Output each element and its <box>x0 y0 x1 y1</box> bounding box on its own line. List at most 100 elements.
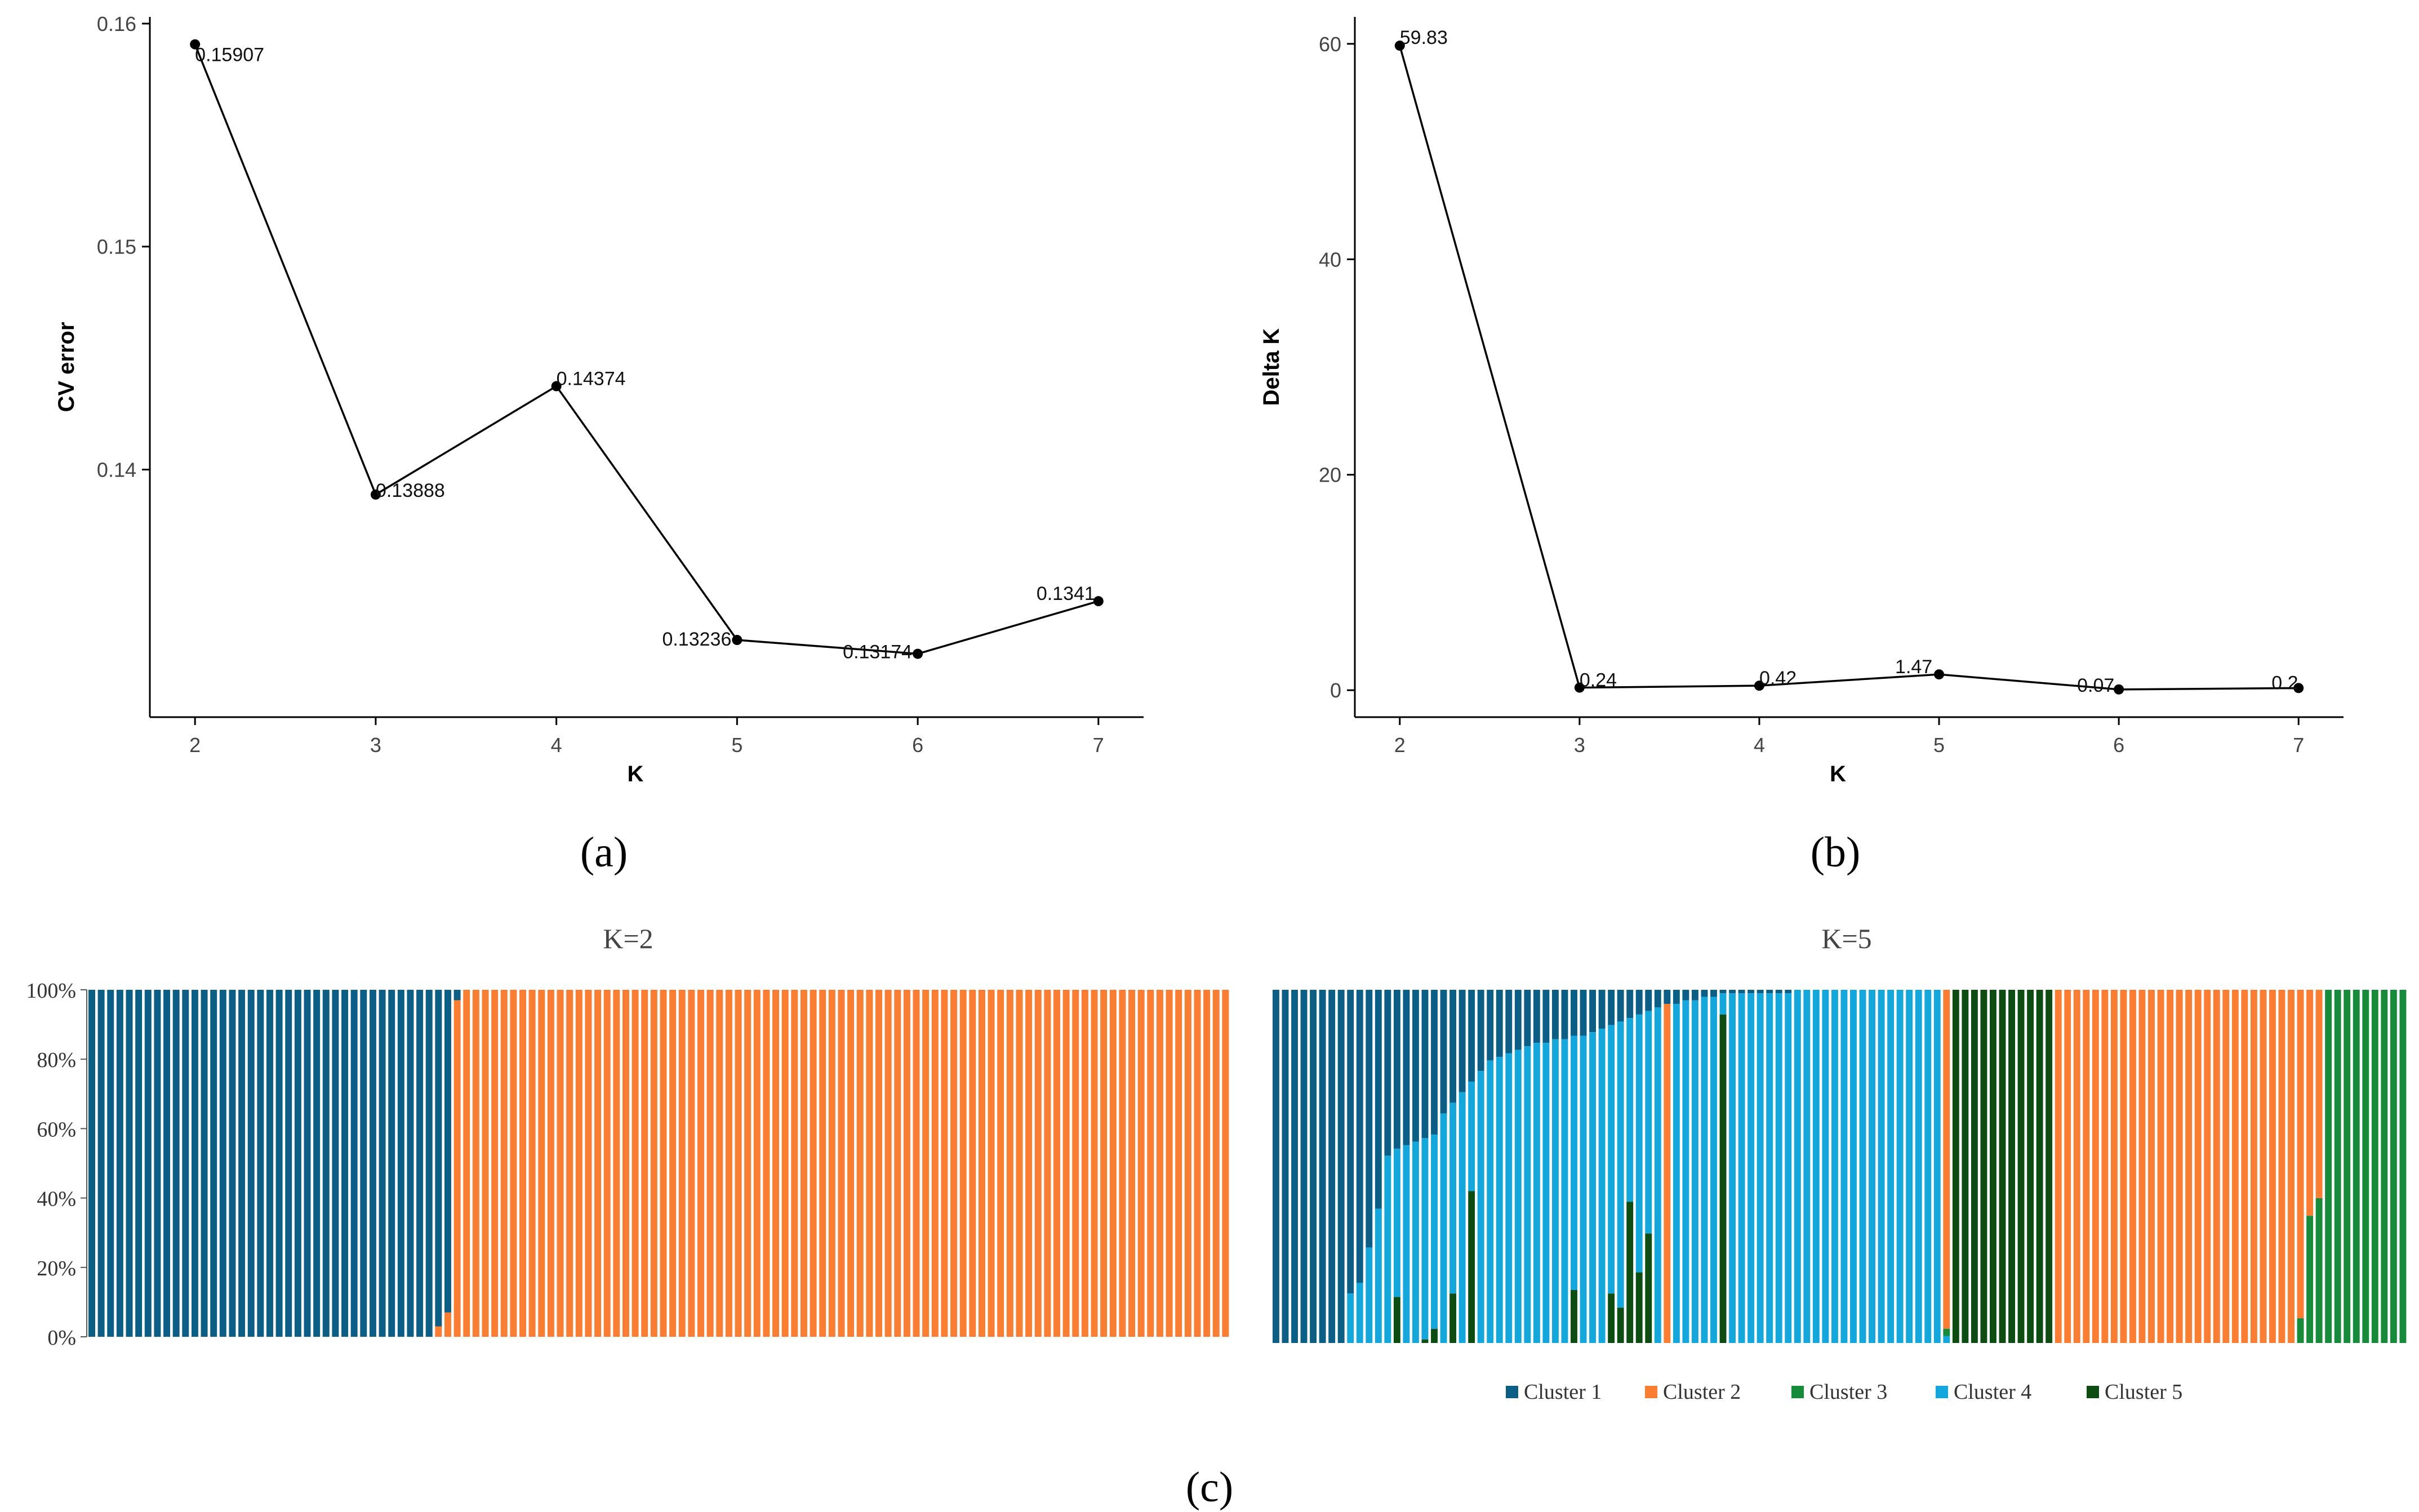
admixture-bar-segment-cluster-4 <box>1924 990 1932 1343</box>
admixture-bar-segment-cluster-2 <box>538 990 545 1337</box>
admixture-bar-segment-cluster-2 <box>2176 990 2183 1343</box>
legend-swatch-cluster-1 <box>1506 1386 1518 1398</box>
legend-label: Cluster 2 <box>1663 1380 1741 1404</box>
admixture-bar-segment-cluster-2 <box>1006 990 1013 1337</box>
admixture-bar-segment-cluster-2 <box>810 990 817 1337</box>
admixture-bar-segment-cluster-1 <box>1645 990 1652 1011</box>
admixture-bar-segment-cluster-2 <box>2092 990 2099 1343</box>
admixture-bar-segment-cluster-4 <box>1775 993 1782 1343</box>
admixture-bar-segment-cluster-1 <box>416 990 424 1337</box>
admixture-bar-segment-cluster-4 <box>1840 990 1848 1343</box>
admixture-bar-segment-cluster-2 <box>875 990 882 1337</box>
admixture-bar-segment-cluster-4 <box>1496 1057 1503 1343</box>
admixture-bar-segment-cluster-2 <box>2101 990 2109 1343</box>
admixture-bar-segment-cluster-1 <box>350 990 358 1337</box>
admixture-bar-segment-cluster-1 <box>1366 990 1373 1248</box>
admixture-bar-segment-cluster-1 <box>1757 990 1764 994</box>
x-axis-title: K <box>628 762 644 786</box>
data-point <box>190 39 201 50</box>
y-tick-label: 40 <box>1319 248 1341 271</box>
admixture-bar-segment-cluster-2 <box>547 990 554 1337</box>
admixture-bar-segment-cluster-4 <box>1431 1135 1438 1329</box>
admixture-bar-segment-cluster-1 <box>1561 990 1568 1039</box>
y-tick-label: 60% <box>37 1118 76 1141</box>
admixture-bar-segment-cluster-2 <box>1943 990 1950 1329</box>
admixture-bar-segment-cluster-5 <box>1635 1272 1643 1343</box>
legend-label: Cluster 5 <box>2105 1380 2182 1404</box>
admixture-bar-segment-cluster-2 <box>969 990 976 1337</box>
admixture-bar-segment-cluster-1 <box>1319 990 1326 1343</box>
admixture-bar-segment-cluster-4 <box>1933 990 1941 1343</box>
admixture-bar-segment-cluster-2 <box>1062 990 1070 1337</box>
admixture-bar-segment-cluster-2 <box>444 1312 451 1337</box>
admixture-bar-segment-cluster-1 <box>294 990 301 1337</box>
y-tick-label: 20% <box>37 1257 76 1280</box>
admixture-bar-segment-cluster-1 <box>1273 990 1279 1343</box>
admixture-bar-segment-cluster-1 <box>1608 990 1615 1025</box>
admixture-bar-segment-cluster-5 <box>1617 1308 1624 1343</box>
admixture-bar-segment-cluster-1 <box>1691 990 1698 1000</box>
admixture-bar-segment-cluster-1 <box>116 990 123 1337</box>
admixture-bar-segment-cluster-1 <box>1458 990 1466 1092</box>
admixture-bar-segment-cluster-5 <box>1990 990 1996 1343</box>
admixture-bar-segment-cluster-2 <box>2278 990 2285 1343</box>
admixture-bar-segment-cluster-1 <box>275 990 283 1337</box>
admixture-bar-segment-cluster-4 <box>1831 990 1838 1343</box>
admixture-bar-segment-cluster-2 <box>978 990 985 1337</box>
chart-title: K=2 <box>603 923 653 954</box>
legend-swatch-cluster-5 <box>2087 1386 2099 1398</box>
admixture-bar-segment-cluster-1 <box>435 990 442 1327</box>
y-tick-label: 0 <box>1330 679 1341 702</box>
admixture-bar-segment-cluster-4 <box>1785 993 1792 1343</box>
admixture-bar-segment-cluster-2 <box>922 990 930 1337</box>
admixture-bar-segment-cluster-2 <box>1137 990 1145 1337</box>
data-label: 0.15907 <box>195 45 264 66</box>
data-label: 0.1341 <box>1037 583 1095 604</box>
admixture-bar-segment-cluster-1 <box>1291 990 1298 1343</box>
x-tick-label: 6 <box>912 733 923 757</box>
admixture-bar-segment-cluster-2 <box>2288 990 2295 1343</box>
admixture-bar-segment-cluster-4 <box>1542 1043 1550 1343</box>
admixture-bar-segment-cluster-1 <box>1617 990 1624 1022</box>
data-point <box>732 635 742 646</box>
data-point <box>2293 683 2304 693</box>
admixture-bar-segment-cluster-4 <box>1719 993 1727 1015</box>
admixture-bar-segment-cluster-1 <box>453 990 461 1000</box>
admixture-bar-segment-cluster-1 <box>341 990 349 1337</box>
admixture-bar-segment-cluster-1 <box>163 990 171 1337</box>
admixture-bar-segment-cluster-2 <box>1053 990 1060 1337</box>
data-label: 0.14374 <box>557 368 626 390</box>
admixture-bar-segment-cluster-1 <box>1375 990 1382 1209</box>
admixture-bar-segment-cluster-5 <box>1971 990 1978 1343</box>
admixture-bar-segment-cluster-4 <box>1421 1138 1429 1340</box>
admixture-bar-segment-cluster-2 <box>753 990 761 1337</box>
admixture-bar-segment-cluster-5 <box>1571 1289 1577 1343</box>
admixture-bar-segment-cluster-1 <box>1673 990 1680 1004</box>
admixture-bar-segment-cluster-1 <box>1542 990 1550 1043</box>
admixture-bar-segment-cluster-1 <box>126 990 133 1337</box>
admixture-bar-segment-cluster-4 <box>1766 993 1773 1343</box>
admixture-bar-segment-cluster-1 <box>379 990 386 1337</box>
admixture-bar-segment-cluster-1 <box>1701 990 1708 997</box>
data-label: 0.24 <box>1580 670 1617 691</box>
admixture-bar-segment-cluster-2 <box>800 990 807 1337</box>
admixture-bar-segment-cluster-1 <box>1310 990 1317 1343</box>
admixture-bar-segment-cluster-2 <box>528 990 536 1337</box>
admixture-bar-segment-cluster-3 <box>2315 1198 2323 1343</box>
admixture-bar-segment-cluster-2 <box>2194 990 2202 1343</box>
admixture-bar-segment-cluster-2 <box>491 990 499 1337</box>
admixture-bar-segment-cluster-2 <box>847 990 855 1337</box>
admixture-bar-segment-cluster-1 <box>1514 990 1522 1050</box>
admixture-bar-segment-cluster-1 <box>1496 990 1503 1057</box>
admixture-bar-segment-cluster-1 <box>1785 990 1792 994</box>
admixture-bar-segment-cluster-5 <box>1421 1339 1429 1343</box>
admixture-bar-segment-cluster-2 <box>1091 990 1098 1337</box>
admixture-bar-segment-cluster-1 <box>88 990 95 1337</box>
admixture-bar-segment-cluster-4 <box>1412 1141 1419 1343</box>
admixture-bar-segment-cluster-4 <box>1458 1092 1466 1343</box>
admixture-bar-segment-cluster-2 <box>725 990 732 1337</box>
admixture-bar-segment-cluster-2 <box>866 990 873 1337</box>
admixture-bar-segment-cluster-3 <box>1943 1328 1950 1336</box>
admixture-bar-segment-cluster-2 <box>2315 990 2323 1198</box>
